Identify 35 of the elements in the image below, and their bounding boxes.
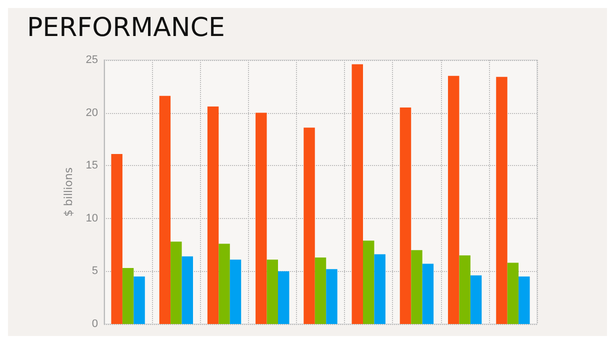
bar [170,242,182,324]
bar [411,250,422,324]
bar [314,257,326,324]
bar [134,276,145,324]
bar [266,260,278,324]
bar [518,276,530,324]
bar [304,128,315,324]
bar [256,112,267,324]
y-tick-label: 0 [92,318,98,330]
bar [470,275,482,324]
bar [207,106,219,324]
y-tick-label: 20 [86,106,98,119]
bar [507,262,519,324]
chart-title: PERFORMANCE [27,13,225,43]
bar [363,240,374,324]
bar [459,255,470,324]
bar [400,108,412,324]
bar [159,96,171,324]
y-tick-label: 15 [86,160,98,172]
bar [496,76,508,324]
y-axis-title: $ billions [62,167,75,217]
y-tick-label: 5 [92,265,98,278]
bar [326,269,338,324]
bar [448,76,460,324]
bar [122,268,134,324]
bar [352,64,363,324]
bar [230,260,242,324]
y-tick-label: 25 [86,54,98,66]
bar [374,254,386,324]
bar [278,271,290,324]
y-tick-label: 10 [86,212,98,224]
bar [218,244,230,324]
bar [182,256,194,324]
bar [111,154,122,324]
bar [422,264,434,324]
